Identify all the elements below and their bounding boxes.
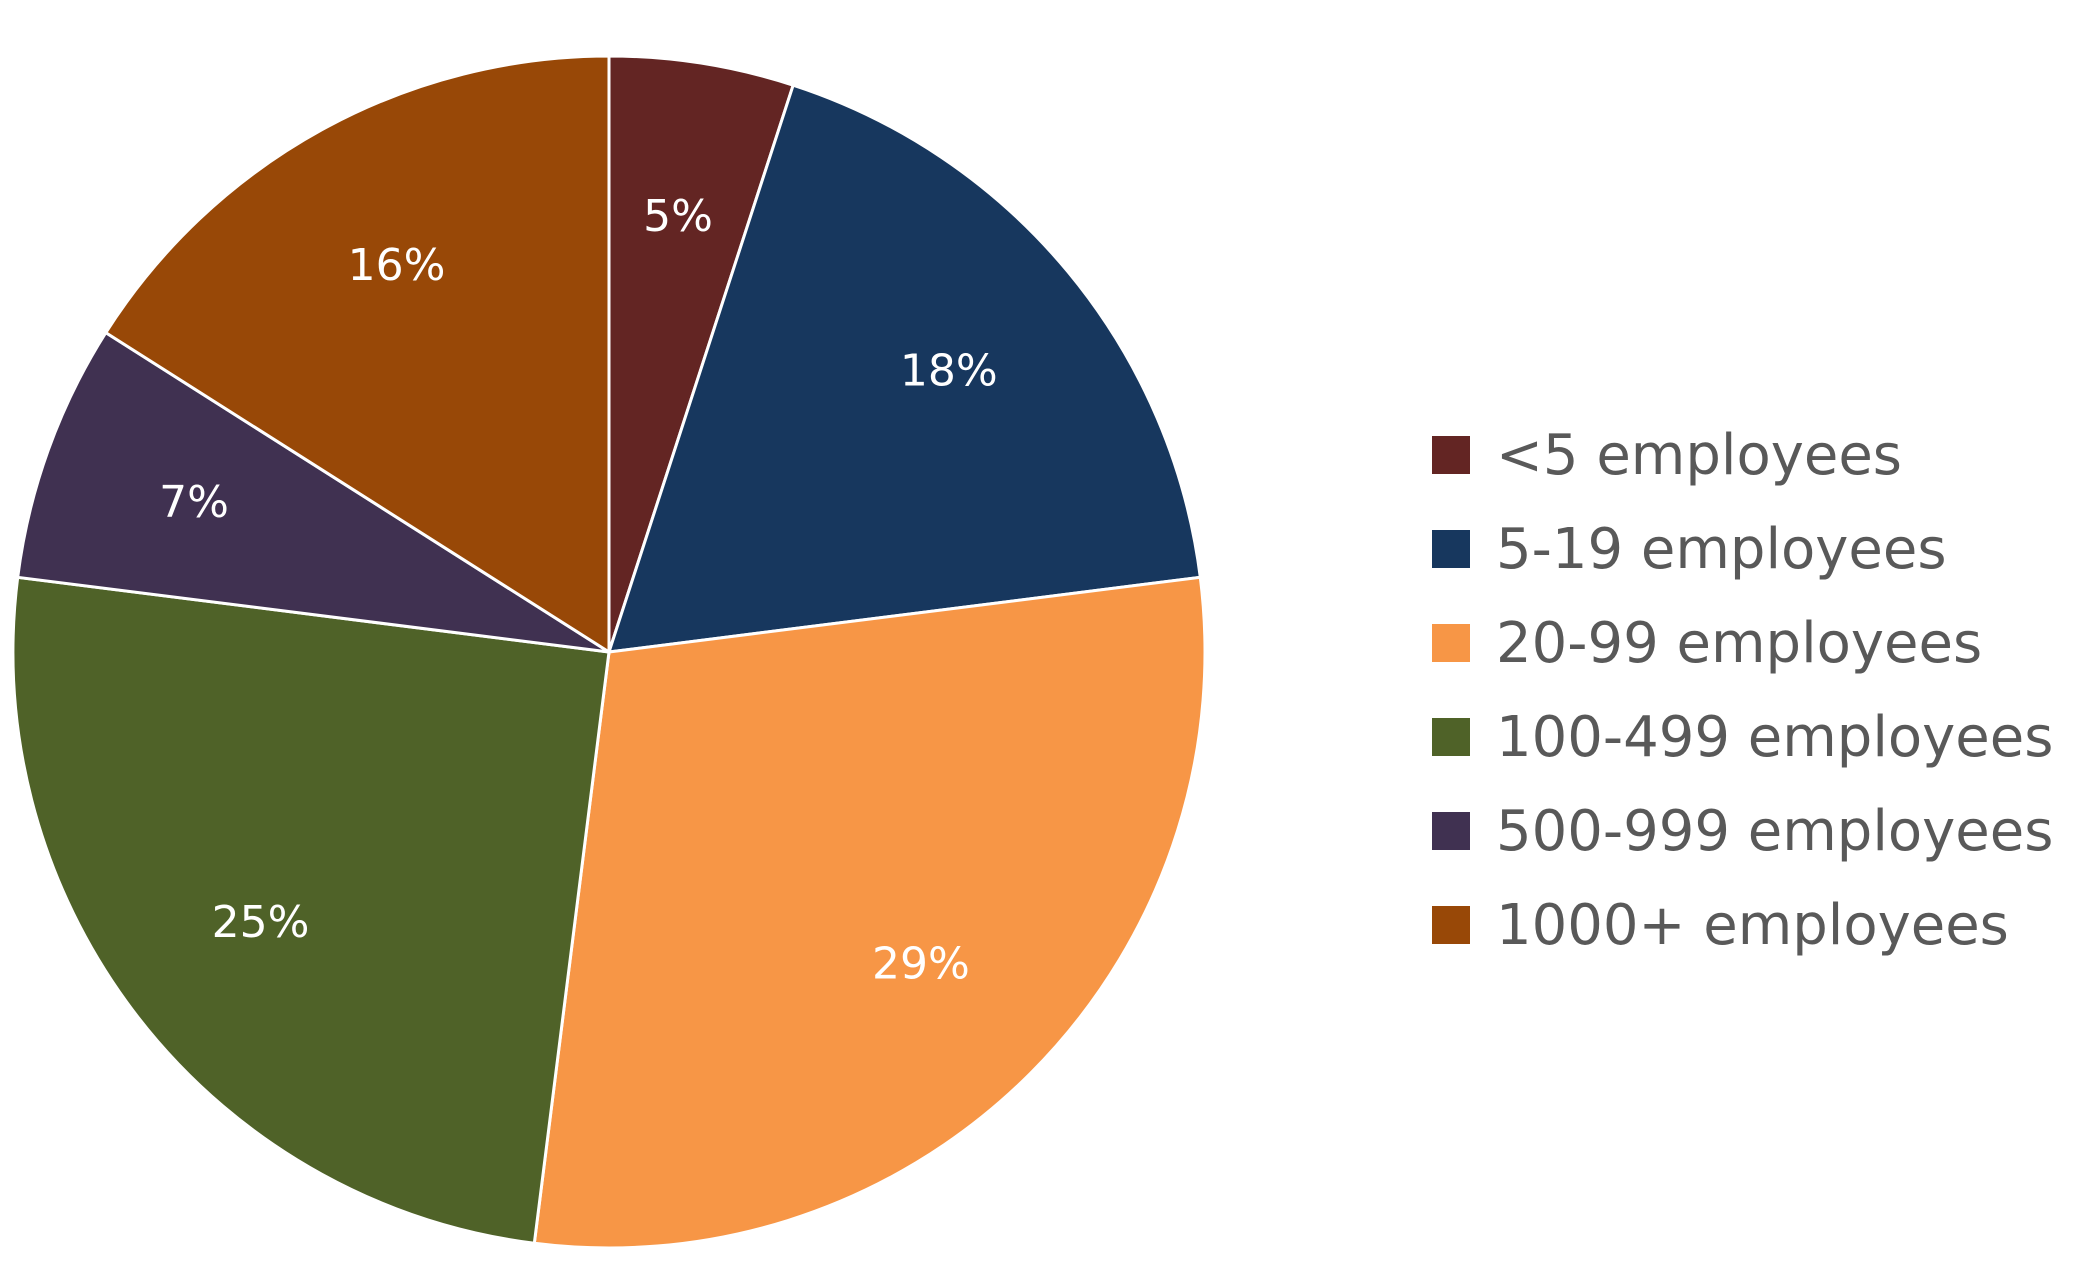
legend-label: 1000+ employees bbox=[1496, 892, 2009, 958]
legend-item: 500-999 employees bbox=[1432, 784, 2092, 878]
pie-data-label: 5% bbox=[643, 191, 713, 242]
legend-swatch bbox=[1432, 436, 1470, 474]
pie-data-label: 18% bbox=[900, 345, 998, 396]
pie-slice bbox=[103, 54, 611, 655]
legend-label: 100-499 employees bbox=[1496, 704, 2054, 770]
legend-label: 20-99 employees bbox=[1496, 610, 1983, 676]
pie-slice bbox=[532, 575, 1207, 1250]
pie-slice bbox=[607, 54, 796, 653]
pie-data-label: 25% bbox=[212, 897, 310, 948]
pie-slice bbox=[606, 83, 1202, 654]
legend-swatch bbox=[1432, 530, 1470, 568]
legend-swatch bbox=[1432, 718, 1470, 756]
pie-slice bbox=[11, 575, 611, 1245]
legend-swatch bbox=[1432, 624, 1470, 662]
legend-item: 5-19 employees bbox=[1432, 502, 2092, 596]
legend-label: <5 employees bbox=[1496, 422, 1902, 488]
pie-slice bbox=[16, 330, 610, 654]
legend-label: 500-999 employees bbox=[1496, 798, 2054, 864]
pie-data-label: 16% bbox=[348, 240, 446, 291]
pie-data-label: 29% bbox=[872, 938, 970, 989]
legend-item: <5 employees bbox=[1432, 408, 2092, 502]
legend-swatch bbox=[1432, 812, 1470, 850]
pie-data-labels: 5% 18% 29% 25% 7% 16% bbox=[159, 191, 998, 989]
pie-data-label: 7% bbox=[159, 477, 229, 528]
legend-label: 5-19 employees bbox=[1496, 516, 1947, 582]
legend-swatch bbox=[1432, 906, 1470, 944]
legend: <5 employees 5-19 employees 20-99 employee… bbox=[1432, 408, 2092, 972]
legend-item: 1000+ employees bbox=[1432, 878, 2092, 972]
legend-item: 100-499 employees bbox=[1432, 690, 2092, 784]
pie-slices bbox=[11, 54, 1207, 1250]
legend-item: 20-99 employees bbox=[1432, 596, 2092, 690]
